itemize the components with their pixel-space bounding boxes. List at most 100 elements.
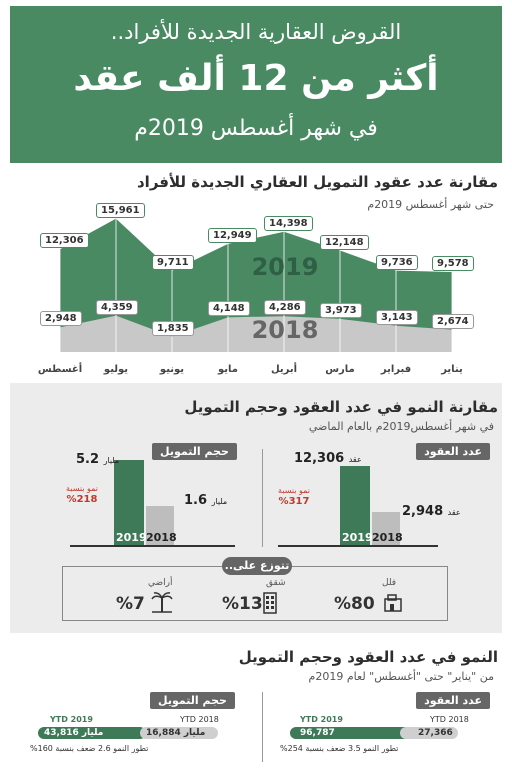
ytd-contracts-bar-2019 [290,727,428,739]
unit-label: مليار [183,728,206,738]
ytd-financing-bar-2019 [38,727,146,739]
month-label: مارس [325,364,355,375]
growth-value: %218 [66,493,98,505]
series-2018-area [60,315,452,352]
ytd2019-label: YTD 2019 [50,715,93,724]
contracts-tag: عدد العقود [416,443,490,460]
value-label-2018: 3,973 [320,302,362,318]
month-label: أبريل [270,364,298,375]
header-title: أكثر من 12 ألف عقد [73,58,439,99]
divider [262,449,263,547]
ytd-contracts-value-2018: 27,366 [418,728,453,738]
series-2019-area [60,218,452,352]
contracts-growth: نمو بنسبة %317 [278,486,310,508]
growth-label: نمو بنسبة [66,484,99,493]
apartment-percent: %13 [222,594,263,614]
apartment-building-icon [263,592,277,614]
value-label-2018: 4,148 [208,301,250,317]
baseline [278,545,438,547]
section1-subtitle: حتى شهر أغسطس 2019م [367,198,494,211]
contracts-value-2019: عقد 12,306 [294,451,362,466]
value-label-2019: 9,736 [376,254,418,270]
value-text: 12,306 [294,451,345,466]
unit-label: مليار [81,728,104,738]
value-label-2019: 12,306 [40,233,89,249]
financing-bar-2019 [114,460,144,545]
financing-year-2019: 2019 [116,531,147,544]
contracts-value-2018: عقد 2,948 [402,504,461,519]
month-label: يوليو [103,364,129,375]
value-label-2019: 12,148 [320,234,369,250]
unit-label: عقد [348,455,362,464]
area-chart: 2019 2018 [59,218,453,358]
land-label: أراضي [148,578,173,588]
section3-subtitle: من "يناير" حتى "أغسطس" لعام 2019م [308,670,494,683]
contracts-bar-2018 [372,512,400,545]
financing-year-2018: 2018 [146,531,177,544]
villa-label: فلل [382,578,397,588]
villa-percent: %80 [334,594,375,614]
financing-growth: نمو بنسبة %218 [66,484,98,506]
value-label-2018: 2,948 [40,311,82,327]
ytd-contracts-note: تطور النمو 3.5 ضعف بنسبة 254% [280,744,399,753]
section2-panel [10,383,502,633]
month-label: مايو [218,364,238,375]
financing-value-2018: مليار 1.6 [184,493,227,508]
divider [262,692,263,762]
value-label-2019: 9,711 [152,254,194,270]
ytd-contracts-tag: عدد العقود [416,692,490,709]
value-label-2018: 3,143 [376,309,418,325]
section2-subtitle: في شهر أغسطس2019م بالعام الماضي [308,420,494,433]
ytd-financing-value-2018: مليار 16,884 [146,728,205,738]
ytd-financing-value-2019: مليار 43,816 [44,728,103,738]
growth-label: نمو بنسبة [278,486,311,495]
value-text: 2,948 [402,504,444,519]
unit-label: مليار [103,456,120,465]
unit-label: مليار [211,497,228,506]
series-label-2018: 2018 [252,316,319,344]
header-subtitle: القروض العقارية الجديدة للأفراد.. [110,20,402,44]
header-banner: القروض العقارية الجديدة للأفراد.. أكثر م… [10,6,502,163]
villa-icon [384,594,402,612]
contracts-year-2018: 2018 [372,531,403,544]
financing-value-2019: مليار 5.2 [76,452,119,467]
value-label-2019: 14,398 [264,215,313,231]
land-percent: %7 [116,594,145,614]
contracts-year-2019: 2019 [342,531,373,544]
value-label-2018: 2,674 [432,313,474,329]
ytd2018-label: YTD 2018 [180,715,219,724]
palm-tree-icon [151,592,173,613]
unit-label: عقد [447,508,461,517]
apartment-label: شقق [266,578,286,588]
value-text: 1.6 [184,493,208,508]
financing-tag: حجم التمويل [152,443,237,460]
value-text: 43,816 [44,728,79,738]
month-label: فبراير [380,364,412,375]
value-text: 16,884 [146,728,181,738]
value-label-2019: 15,961 [96,202,145,218]
section2-title: مقارنة النمو في عدد العقود وحجم التمويل [184,398,498,416]
distribution-tag: تتوزع على.. [222,557,292,575]
financing-bar-2018 [146,506,174,545]
value-label-2018: 1,835 [152,320,194,336]
month-label: يناير [441,364,463,375]
ytd-financing-tag: حجم التمويل [150,692,235,709]
value-label-2019: 12,949 [208,227,257,243]
section3-title: النمو في عدد العقود وحجم التمويل [238,648,498,666]
ytd-contracts-value-2019: 96,787 [300,728,335,738]
value-label-2018: 4,286 [264,300,306,316]
value-label-2019: 9,578 [432,255,474,271]
value-text: 5.2 [76,452,100,467]
month-label: أغسطس [37,364,83,375]
value-label-2018: 4,359 [96,299,138,315]
header-date: في شهر أغسطس 2019م [134,116,378,141]
ytd-financing-bar-2018 [140,727,218,739]
contracts-bar-2019 [340,466,370,545]
series-label-2019: 2019 [252,253,319,281]
ytd2018-label: YTD 2018 [430,715,469,724]
growth-value: %317 [278,495,310,507]
section1-title: مقارنة عدد عقود التمويل العقاري الجديدة … [136,173,498,191]
ytd2019-label: YTD 2019 [300,715,343,724]
month-label: يونيو [159,364,185,375]
ytd-financing-note: تطور النمو 2.6 ضعف بنسبة 160% [30,744,149,753]
